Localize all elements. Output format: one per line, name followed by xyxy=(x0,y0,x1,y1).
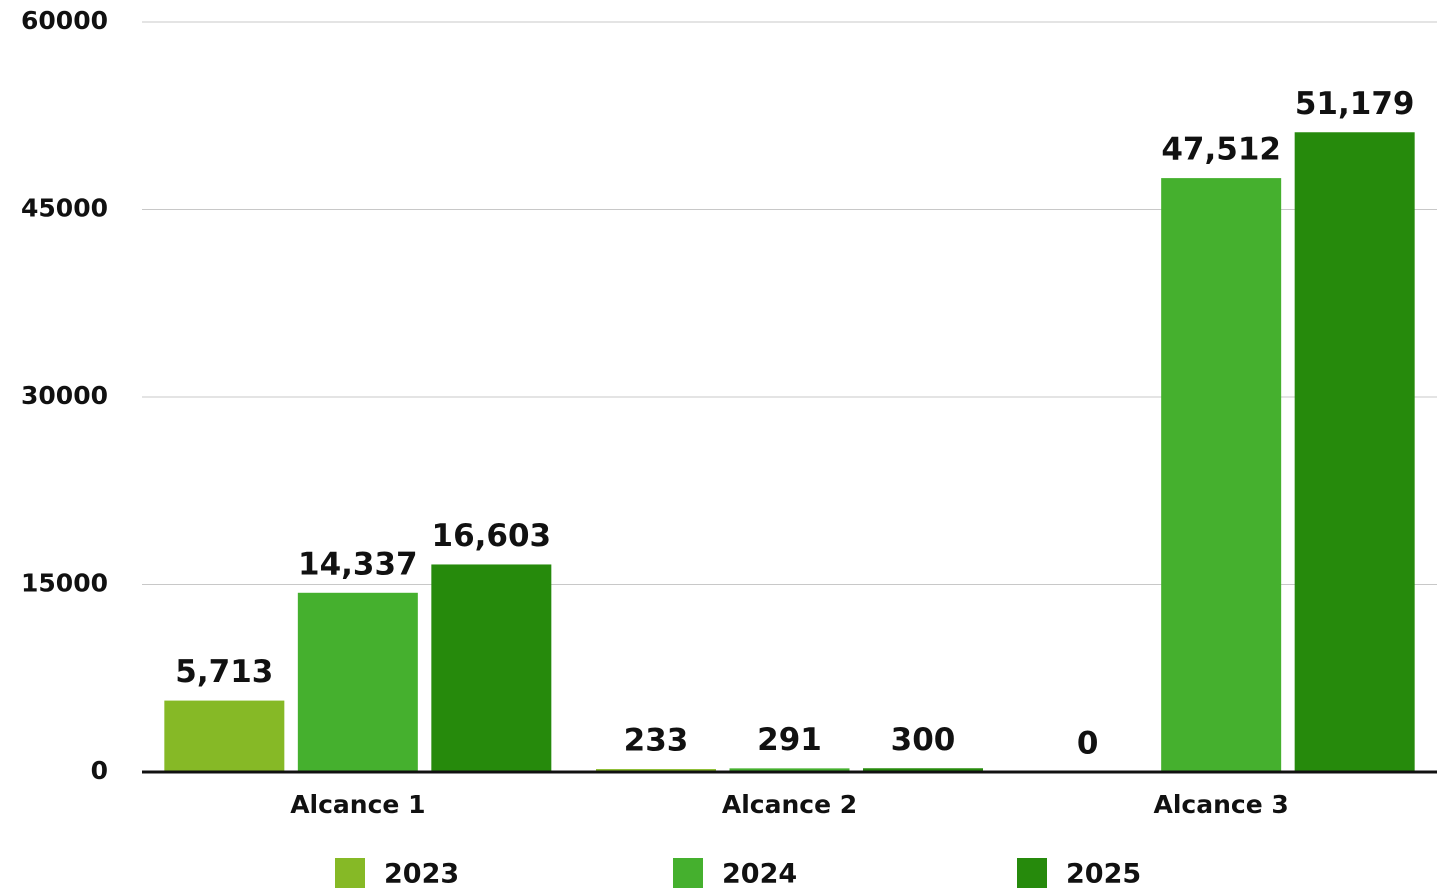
bar xyxy=(297,592,418,772)
bar xyxy=(431,564,552,772)
legend-label: 2023 xyxy=(384,859,459,889)
bar xyxy=(729,768,850,772)
bar xyxy=(1294,132,1415,772)
value-label: 0 xyxy=(1077,726,1099,762)
value-label: 233 xyxy=(624,723,689,759)
y-tick-label: 0 xyxy=(91,756,108,785)
y-tick-label: 30000 xyxy=(21,381,108,410)
value-label: 47,512 xyxy=(1161,132,1281,168)
x-tick-label: Alcance 2 xyxy=(722,790,857,819)
legend-swatch xyxy=(1017,858,1047,888)
bar xyxy=(863,768,983,772)
value-label: 16,603 xyxy=(432,518,552,554)
y-tick-label: 15000 xyxy=(21,569,108,598)
legend-label: 2024 xyxy=(722,859,797,889)
value-label: 300 xyxy=(891,722,956,758)
legend-label: 2025 xyxy=(1066,859,1141,889)
value-label: 291 xyxy=(757,722,822,758)
y-tick-label: 60000 xyxy=(21,6,108,35)
x-tick-label: Alcance 3 xyxy=(1154,790,1289,819)
legend-swatch xyxy=(673,858,703,888)
value-label: 5,713 xyxy=(175,654,273,690)
bar xyxy=(164,700,285,772)
legend-swatch xyxy=(335,858,365,888)
y-tick-label: 45000 xyxy=(21,194,108,223)
bar xyxy=(1161,178,1282,773)
x-tick-label: Alcance 1 xyxy=(290,790,425,819)
value-label: 14,337 xyxy=(298,546,418,582)
value-label: 51,179 xyxy=(1295,86,1415,122)
